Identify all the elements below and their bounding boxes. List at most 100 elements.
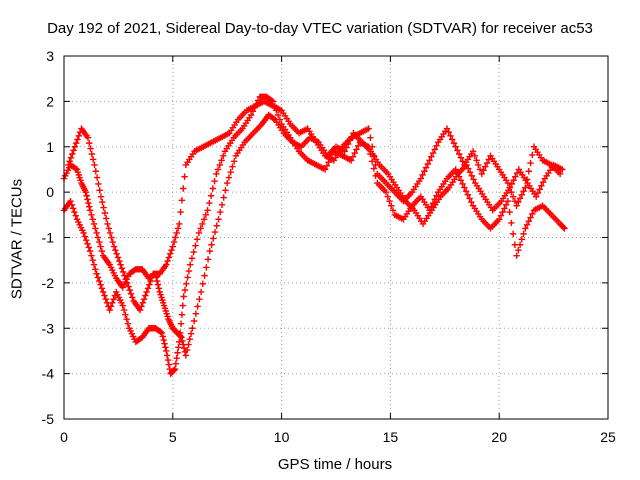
data-point xyxy=(97,193,105,200)
data-point xyxy=(106,229,114,237)
data-point xyxy=(199,280,207,287)
x-tick-label: 5 xyxy=(169,429,177,445)
x-tick-label: 0 xyxy=(60,429,68,445)
data-point xyxy=(368,158,376,165)
data-point xyxy=(105,225,113,232)
data-point xyxy=(534,189,542,197)
data-point xyxy=(502,201,510,209)
data-point xyxy=(220,152,227,160)
data-point xyxy=(109,299,116,307)
data-point xyxy=(101,209,109,217)
data-point xyxy=(170,238,178,246)
data-point xyxy=(186,335,193,343)
data-point xyxy=(187,261,194,268)
data-point xyxy=(429,149,437,157)
data-point xyxy=(175,344,182,351)
data-point xyxy=(196,296,203,303)
data-point xyxy=(84,196,91,203)
data-point xyxy=(192,310,200,317)
y-tick-label: -2 xyxy=(42,275,55,291)
data-point xyxy=(431,146,438,153)
data-point xyxy=(485,156,492,163)
data-point xyxy=(341,148,348,155)
data-point xyxy=(459,180,466,188)
data-point xyxy=(179,337,186,345)
y-tick-label: 1 xyxy=(46,139,54,155)
data-point xyxy=(91,161,98,169)
data-point xyxy=(98,285,106,292)
data-point xyxy=(171,365,179,373)
data-point xyxy=(159,333,166,340)
data-point xyxy=(466,168,474,176)
data-point xyxy=(370,152,378,160)
data-point xyxy=(353,146,360,153)
data-point xyxy=(101,292,108,299)
data-point xyxy=(508,180,516,188)
data-point xyxy=(96,187,103,194)
data-point xyxy=(516,241,524,248)
data-point xyxy=(529,151,536,159)
data-point xyxy=(183,280,190,287)
data-point xyxy=(515,198,522,206)
data-point xyxy=(181,286,189,294)
data-point xyxy=(162,344,169,351)
data-point xyxy=(139,299,146,307)
data-point xyxy=(471,152,479,160)
data-point xyxy=(113,250,120,258)
data-point xyxy=(321,166,329,173)
data-point xyxy=(382,188,390,196)
data-point xyxy=(178,334,185,341)
data-point xyxy=(194,303,201,310)
y-tick-label: -5 xyxy=(42,411,55,427)
data-point xyxy=(510,177,517,184)
data-point xyxy=(154,281,162,288)
data-point xyxy=(126,286,133,294)
data-point xyxy=(87,145,94,152)
x-tick-label: 15 xyxy=(383,429,399,445)
data-point xyxy=(69,150,76,158)
y-tick-label: 2 xyxy=(46,93,54,109)
data-point xyxy=(166,250,174,258)
data-point xyxy=(527,159,534,167)
data-point xyxy=(508,188,515,196)
data-point xyxy=(95,180,102,188)
data-point xyxy=(127,290,135,297)
data-point xyxy=(529,210,536,218)
data-point xyxy=(518,236,526,243)
data-point xyxy=(183,346,191,354)
data-point xyxy=(66,158,73,165)
data-point xyxy=(229,163,236,170)
data-point xyxy=(138,303,145,310)
data-point xyxy=(90,261,98,268)
data-point xyxy=(163,347,170,355)
data-point xyxy=(190,317,198,325)
data-point xyxy=(204,207,211,214)
data-point xyxy=(100,204,107,211)
data-point xyxy=(462,188,470,195)
data-point xyxy=(433,192,440,199)
data-point xyxy=(389,207,397,214)
data-point xyxy=(202,211,210,219)
data-point xyxy=(499,208,506,216)
data-point xyxy=(556,170,564,178)
data-point xyxy=(106,306,113,314)
data-point xyxy=(179,302,187,309)
data-point xyxy=(388,202,395,209)
data-point xyxy=(176,338,183,346)
data-point xyxy=(351,149,358,157)
data-point xyxy=(125,283,132,290)
data-point xyxy=(89,256,96,264)
data-point xyxy=(142,292,149,299)
data-point xyxy=(512,173,519,180)
data-point xyxy=(513,252,520,259)
data-point xyxy=(536,186,543,193)
grid xyxy=(64,56,608,419)
data-point xyxy=(96,238,103,246)
x-tick-label: 20 xyxy=(491,429,507,445)
data-point xyxy=(177,333,184,340)
data-point xyxy=(482,163,489,170)
data-point xyxy=(480,167,487,174)
data-point xyxy=(155,285,163,292)
data-point xyxy=(163,352,171,359)
data-point xyxy=(525,168,532,175)
